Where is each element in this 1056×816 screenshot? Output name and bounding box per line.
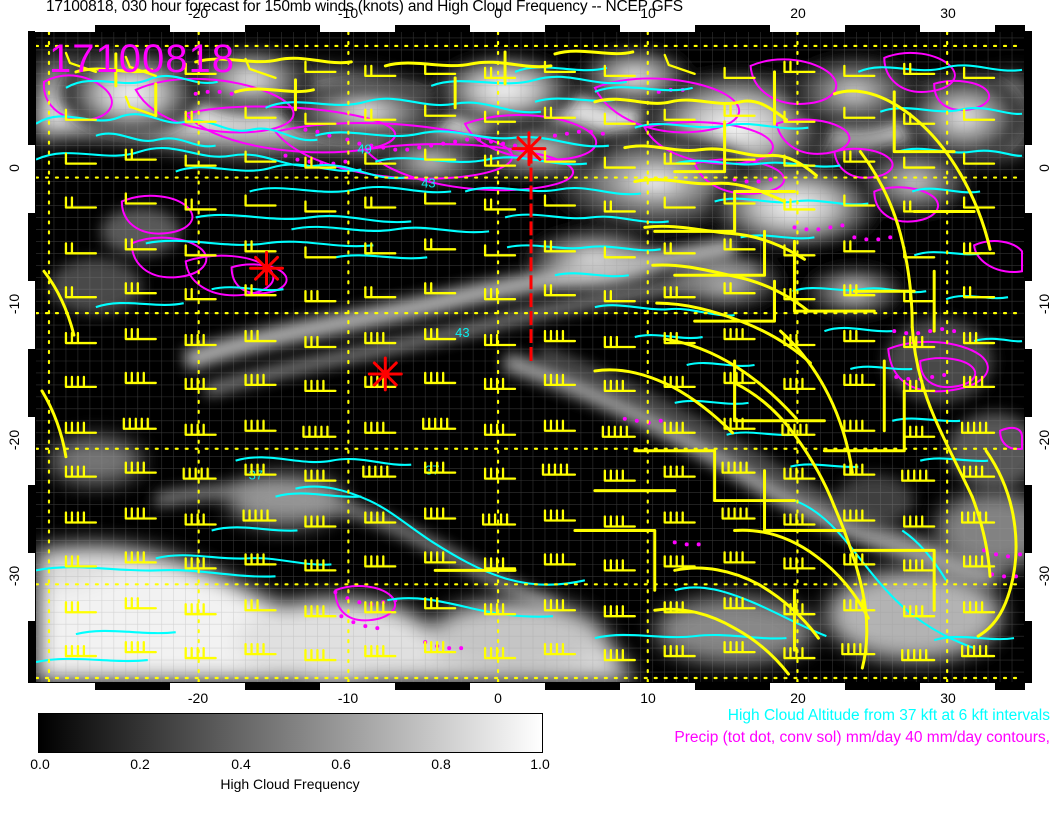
xtick-top-5: 30 [940,5,956,21]
contour-label-43: 43 [421,176,435,191]
colorbar-tick-4: 0.8 [431,756,451,772]
xtick-bottom-2: 0 [494,690,502,706]
axis-rail-bottom [35,683,1025,690]
asterisk-marker-1 [511,131,547,167]
colorbar-high-cloud-frequency[interactable] [38,713,543,753]
xtick-bottom-1: -10 [337,690,359,706]
chart-plot-area[interactable]: 49 43 43 37 37 [35,31,1025,683]
xtick-top-3: 10 [640,5,656,21]
axis-rail-top [35,25,1025,32]
colorbar-tick-2: 0.4 [231,756,251,772]
xtick-bottom-3: 10 [640,690,656,706]
chart-canvas: 49 43 43 37 37 [36,32,1024,682]
colorbar-tick-1: 0.2 [130,756,150,772]
contour-label-43b: 43 [455,325,469,340]
contour-label-49: 49 [357,142,371,157]
colorbar-tick-3: 0.6 [331,756,351,772]
colorbar-tick-0: 0.0 [30,756,50,772]
page-title: 17100818, 030 hour forecast for 150mb wi… [46,0,683,15]
ytick-right-1: -10 [1036,293,1052,315]
axis-rail-left [28,31,35,683]
axis-rail-right [1025,31,1032,683]
xtick-top-0: -20 [187,5,209,21]
ytick-right-0: 0 [1036,164,1052,172]
xtick-bottom-0: -20 [187,690,209,706]
high-cloud-altitude-contours: 49 43 43 37 37 [36,64,1023,664]
colorbar-title: High Cloud Frequency [220,776,360,792]
coastline-borders [40,49,1018,676]
ytick-left-0: 0 [6,164,22,172]
xtick-bottom-4: 20 [790,690,806,706]
contour-label-37: 37 [425,463,439,478]
asterisk-marker-3 [367,356,403,392]
asterisk-marker-2 [249,250,284,286]
colorbar-tick-5: 1.0 [530,756,550,772]
xtick-top-2: 0 [494,5,502,21]
xtick-top-4: 20 [790,5,806,21]
ytick-left-2: -20 [6,429,22,451]
ytick-left-3: -30 [6,565,22,587]
map-date-stamp: 17100818 [49,37,235,81]
legend-cloud-altitude: High Cloud Altitude from 37 kft at 6 kft… [727,707,1050,724]
ytick-right-2: -20 [1036,429,1052,451]
legend-precip: Precip (tot dot, conv sol) mm/day 40 mm/… [674,729,1050,746]
xtick-bottom-5: 30 [940,690,956,706]
xtick-top-1: -10 [337,5,359,21]
ytick-right-3: -30 [1036,565,1052,587]
station-markers [249,131,547,392]
ytick-left-1: -10 [6,293,22,315]
